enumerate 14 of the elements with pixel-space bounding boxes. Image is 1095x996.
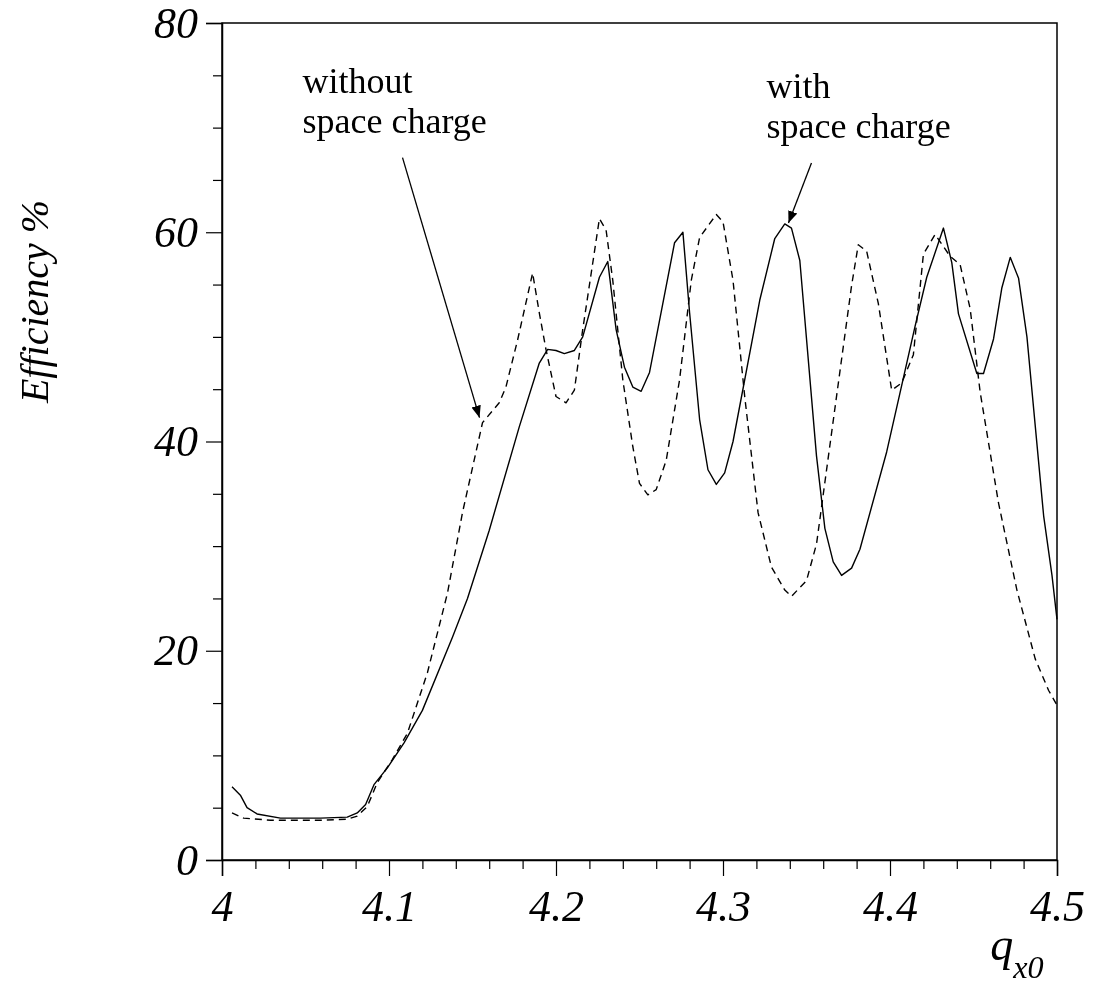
x-tick-label: 4.3 (696, 882, 751, 932)
x-tick-label: 4.2 (529, 882, 584, 932)
y-tick-label: 0 (176, 835, 198, 885)
annotation: with space charge (766, 66, 951, 147)
y-tick-label: 80 (154, 0, 198, 48)
y-tick-label: 20 (154, 626, 198, 676)
y-tick-label: 40 (154, 417, 198, 467)
x-tick-label: 4.5 (1030, 882, 1085, 932)
x-tick-label: 4.4 (863, 882, 918, 932)
y-tick-label: 60 (154, 207, 198, 257)
annotation: without space charge (302, 60, 487, 141)
x-tick-label: 4.1 (362, 882, 417, 932)
y-axis-title: Efficiency % (12, 199, 57, 405)
x-tick-label: 4 (211, 882, 234, 932)
